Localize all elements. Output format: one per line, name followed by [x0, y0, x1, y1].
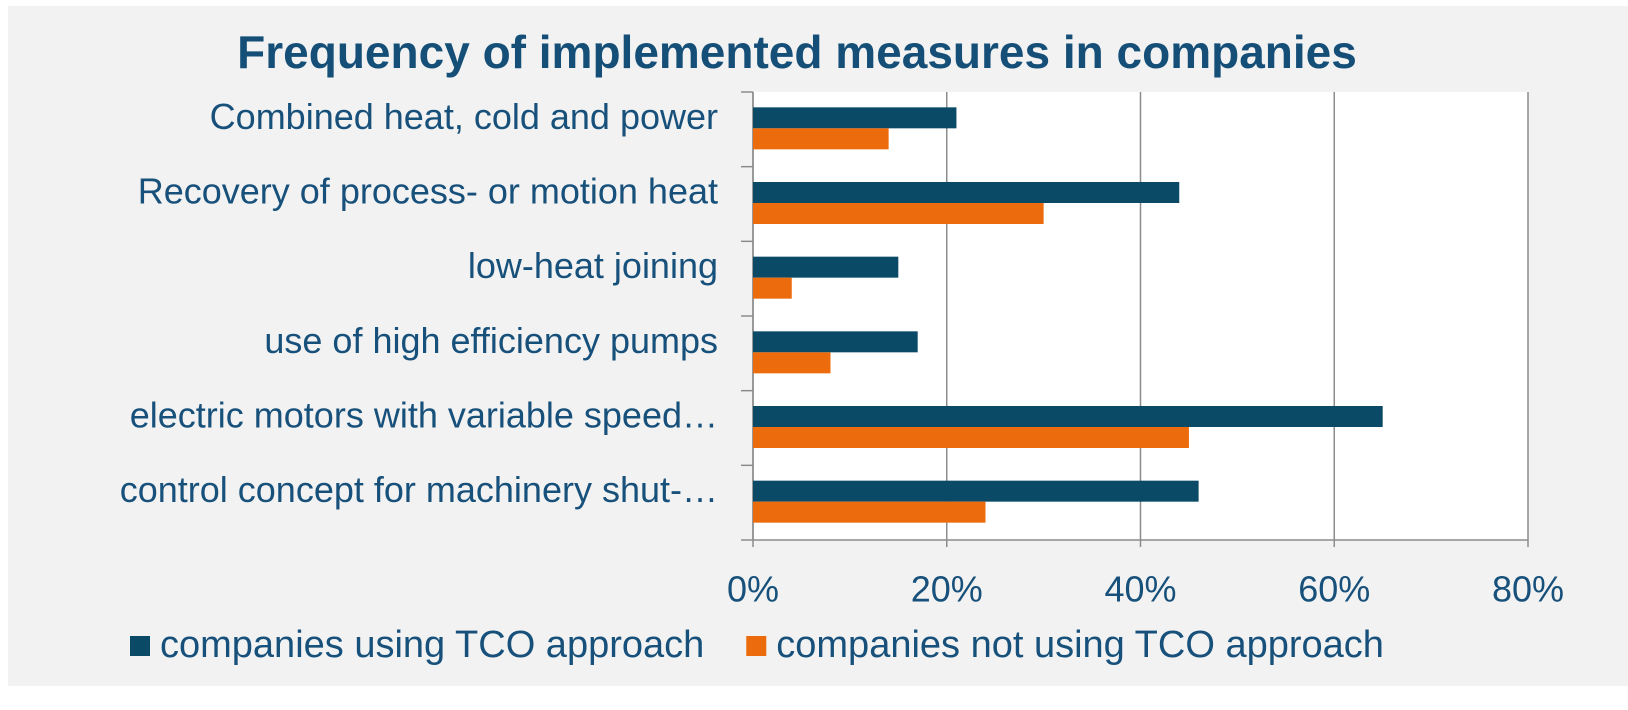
bar: [753, 277, 792, 299]
x-tick-label: 20%: [911, 569, 983, 610]
y-tick-label: Recovery of process- or motion heat: [138, 171, 718, 212]
legend-label: companies using TCO approach: [160, 624, 704, 666]
y-tick-label: low-heat joining: [468, 245, 718, 286]
bar: [753, 256, 899, 278]
bar: [753, 352, 831, 374]
bar: [753, 427, 1189, 448]
y-tick-label: use of high efficiency pumps: [264, 320, 718, 361]
y-tick-label: electric motors with variable speed…: [130, 395, 718, 436]
bar: [753, 203, 1044, 224]
x-tick-label: 60%: [1298, 569, 1370, 610]
y-tick-label: control concept for machinery shut-…: [120, 469, 718, 510]
bar: [753, 128, 889, 150]
x-tick-label: 40%: [1104, 569, 1176, 610]
legend-label: companies not using TCO approach: [776, 624, 1384, 666]
x-tick-label: 0%: [727, 569, 779, 610]
chart-title: Frequency of implemented measures in com…: [237, 26, 1357, 78]
bar: [753, 331, 918, 353]
bar: [753, 107, 957, 129]
y-tick-label: Combined heat, cold and power: [210, 96, 718, 137]
bar: [753, 480, 1199, 502]
legend-swatch: [130, 636, 150, 656]
legend-swatch: [746, 636, 767, 656]
x-tick-label: 80%: [1492, 569, 1564, 610]
bar: [753, 501, 986, 523]
bar: [753, 406, 1383, 427]
bar: [753, 182, 1180, 203]
